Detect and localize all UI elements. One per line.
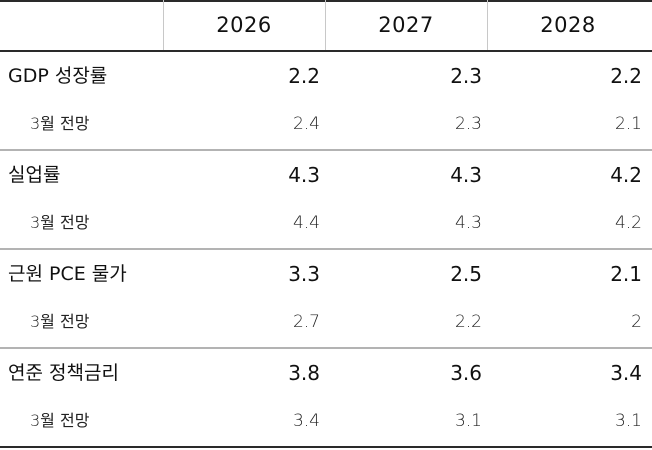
table-row-gdp: GDP 성장률 2.2 2.3 2.2 — [0, 52, 652, 100]
value-2028: 3.1 — [614, 411, 642, 431]
value-2026: 2.2 — [288, 64, 320, 88]
value-2028: 2 — [631, 312, 642, 332]
value-2028: 2.1 — [614, 114, 642, 134]
header-year-2028: 2028 — [540, 13, 596, 37]
value-2028: 3.4 — [610, 361, 642, 385]
row-label: 3월 전망 — [30, 213, 90, 232]
value-2026: 3.8 — [288, 361, 320, 385]
header-rule — [0, 50, 652, 52]
value-2027: 3.6 — [450, 361, 482, 385]
value-2028: 4.2 — [614, 213, 642, 233]
value-2027: 2.5 — [450, 262, 482, 286]
value-2027: 3.1 — [454, 411, 482, 431]
table-row-fed-rate: 연준 정책금리 3.8 3.6 3.4 — [0, 349, 652, 397]
table-row-unemployment-march: 3월 전망 4.4 4.3 4.2 — [0, 199, 652, 247]
value-2028: 2.2 — [610, 64, 642, 88]
value-2026: 3.4 — [292, 411, 320, 431]
value-2026: 3.3 — [288, 262, 320, 286]
value-2026: 2.7 — [292, 312, 320, 332]
header-year-2027: 2027 — [378, 13, 434, 37]
row-label: 3월 전망 — [30, 411, 90, 430]
group-divider — [0, 347, 652, 349]
row-label: 근원 PCE 물가 — [8, 263, 127, 285]
header-year-2026: 2026 — [216, 13, 272, 37]
value-2026: 4.4 — [292, 213, 320, 233]
table-row-core-pce-march: 3월 전망 2.7 2.2 2 — [0, 298, 652, 346]
table-row-unemployment: 실업률 4.3 4.3 4.2 — [0, 151, 652, 199]
column-divider — [325, 0, 326, 50]
row-label: 실업률 — [8, 164, 61, 186]
value-2027: 4.3 — [454, 213, 482, 233]
row-label: GDP 성장률 — [8, 65, 108, 87]
value-2026: 4.3 — [288, 163, 320, 187]
column-divider — [163, 0, 164, 50]
table-row-gdp-march: 3월 전망 2.4 2.3 2.1 — [0, 100, 652, 148]
table-row-fed-rate-march: 3월 전망 3.4 3.1 3.1 — [0, 397, 652, 445]
table-row-core-pce: 근원 PCE 물가 3.3 2.5 2.1 — [0, 250, 652, 298]
value-2026: 2.4 — [292, 114, 320, 134]
table-bottom-rule — [0, 446, 652, 448]
table-top-rule — [0, 0, 652, 2]
value-2027: 2.3 — [450, 64, 482, 88]
row-label: 3월 전망 — [30, 114, 90, 133]
column-divider — [487, 0, 488, 50]
value-2027: 2.3 — [454, 114, 482, 134]
value-2027: 2.2 — [454, 312, 482, 332]
row-label: 3월 전망 — [30, 312, 90, 331]
row-label: 연준 정책금리 — [8, 362, 119, 384]
value-2027: 4.3 — [450, 163, 482, 187]
value-2028: 4.2 — [610, 163, 642, 187]
group-divider — [0, 149, 652, 151]
value-2028: 2.1 — [610, 262, 642, 286]
group-divider — [0, 248, 652, 250]
